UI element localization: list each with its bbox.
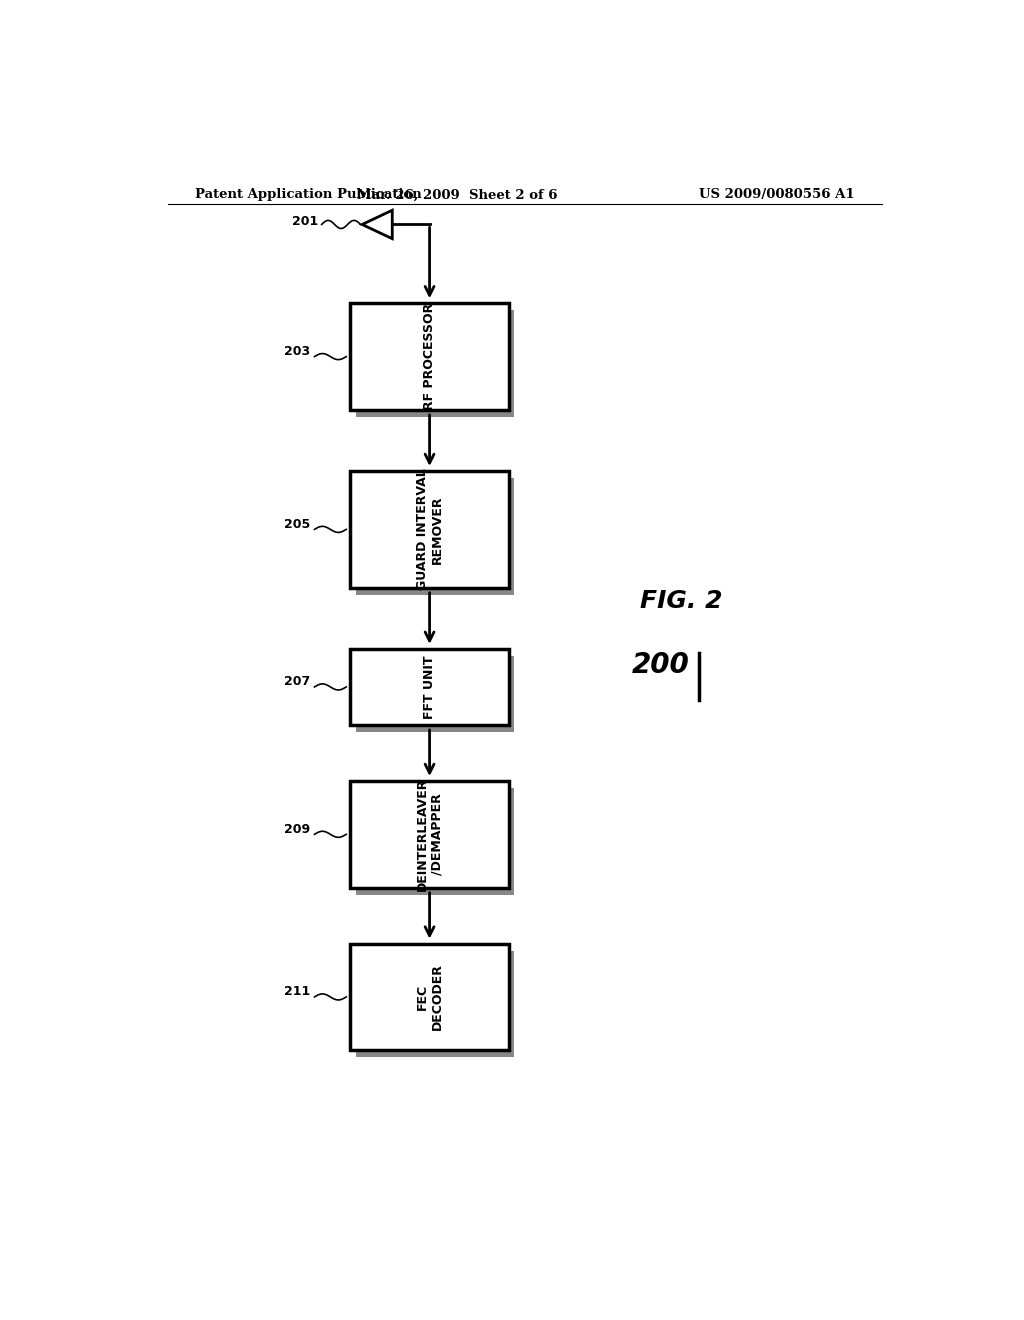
Text: DEINTERLEAVER
/DEMAPPER: DEINTERLEAVER /DEMAPPER (416, 777, 443, 891)
Text: FIG. 2: FIG. 2 (640, 589, 722, 612)
Text: FEC
DECODER: FEC DECODER (416, 964, 443, 1031)
Text: 203: 203 (285, 345, 310, 358)
Bar (350, 781, 509, 887)
Bar (350, 471, 509, 587)
Text: 207: 207 (285, 676, 310, 688)
Text: Mar. 26, 2009  Sheet 2 of 6: Mar. 26, 2009 Sheet 2 of 6 (357, 189, 558, 202)
Text: US 2009/0080556 A1: US 2009/0080556 A1 (699, 189, 855, 202)
Bar (355, 478, 514, 595)
Bar (355, 656, 514, 733)
Bar (355, 310, 514, 417)
Text: 200: 200 (632, 651, 690, 680)
Bar (355, 788, 514, 895)
Text: 201: 201 (292, 215, 318, 228)
Text: Patent Application Publication: Patent Application Publication (196, 189, 422, 202)
Text: 211: 211 (285, 985, 310, 998)
Text: 209: 209 (285, 822, 310, 836)
Bar (350, 944, 509, 1051)
Text: RF PROCESSOR: RF PROCESSOR (423, 304, 436, 411)
Bar (350, 304, 509, 411)
Bar (350, 649, 509, 725)
Text: 205: 205 (285, 517, 310, 531)
Text: GUARD INTERVAL
REMOVER: GUARD INTERVAL REMOVER (416, 469, 443, 590)
Text: FFT UNIT: FFT UNIT (423, 655, 436, 718)
Bar (355, 950, 514, 1057)
